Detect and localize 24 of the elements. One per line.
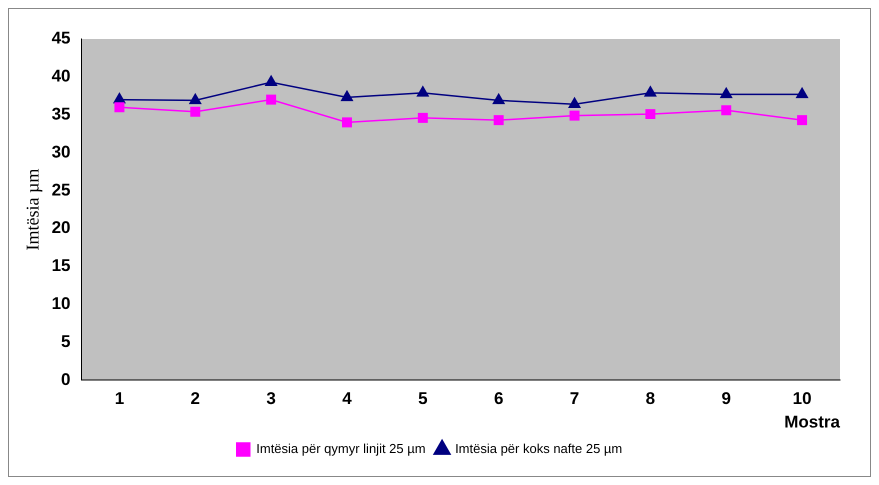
y-tick-label: 0 bbox=[61, 370, 71, 389]
y-tick-label: 45 bbox=[52, 28, 71, 48]
x-tick-label: 1 bbox=[114, 389, 124, 408]
y-axis-title: Imtësia µm bbox=[22, 168, 43, 251]
x-tick-label: 9 bbox=[721, 389, 731, 408]
legend-label: Imtësia për qymyr linjit 25 µm bbox=[256, 441, 426, 456]
x-tick-label: 2 bbox=[190, 389, 200, 408]
y-tick-label: 5 bbox=[61, 332, 71, 351]
y-tick-label: 15 bbox=[52, 256, 71, 276]
x-tick-label: 8 bbox=[646, 389, 656, 408]
y-tick-label: 25 bbox=[52, 180, 71, 200]
x-tick-label: 7 bbox=[570, 389, 580, 408]
y-tick-label: 40 bbox=[52, 66, 71, 86]
y-tick-label: 20 bbox=[52, 218, 71, 238]
y-tick-label: 35 bbox=[52, 104, 71, 124]
x-axis-title: Mostra bbox=[784, 412, 841, 432]
y-tick-label: 30 bbox=[52, 142, 71, 162]
x-tick-label: 4 bbox=[342, 389, 352, 408]
y-tick-label: 10 bbox=[52, 294, 71, 314]
x-tick-label: 10 bbox=[792, 389, 812, 408]
legend-label: Imtësia për koks nafte 25 µm bbox=[455, 441, 622, 456]
x-tick-label: 6 bbox=[494, 389, 504, 408]
x-tick-label: 3 bbox=[266, 389, 276, 408]
x-tick-label: 5 bbox=[418, 389, 428, 408]
